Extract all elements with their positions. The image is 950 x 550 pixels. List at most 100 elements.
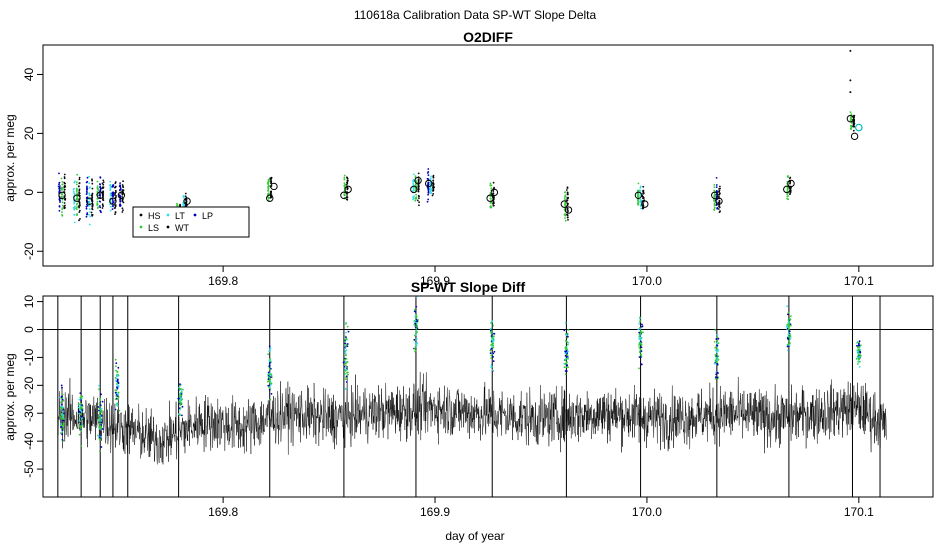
data-point-hs bbox=[718, 191, 720, 193]
calibration-point bbox=[61, 431, 63, 433]
data-point-hs bbox=[91, 178, 93, 181]
calibration-point bbox=[268, 388, 271, 391]
data-point-lt bbox=[110, 205, 112, 208]
data-point-ls bbox=[850, 128, 852, 131]
data-point-lt bbox=[639, 185, 642, 188]
calibration-point bbox=[415, 305, 418, 308]
calibration-point bbox=[563, 329, 566, 332]
data-point-ls bbox=[713, 206, 716, 209]
calibration-point bbox=[115, 403, 118, 405]
calibration-point bbox=[180, 389, 183, 391]
data-point-hs bbox=[90, 200, 93, 202]
data-point-hs bbox=[114, 211, 117, 214]
calibration-point bbox=[567, 329, 570, 331]
calibration-point bbox=[99, 419, 101, 421]
data-point-lp bbox=[427, 193, 429, 196]
data-point-hs bbox=[417, 194, 420, 197]
calibration-point bbox=[565, 345, 568, 348]
data-point-hs bbox=[346, 177, 349, 180]
calibration-point bbox=[787, 349, 789, 352]
calibration-point bbox=[490, 344, 492, 346]
calibration-point bbox=[78, 406, 80, 409]
calibration-point bbox=[268, 386, 271, 388]
data-point-lp bbox=[119, 204, 121, 207]
calibration-point bbox=[641, 323, 643, 326]
data-point-hs bbox=[718, 200, 721, 203]
data-point-lp bbox=[86, 180, 89, 183]
calibration-point bbox=[490, 330, 493, 332]
calibration-point bbox=[115, 380, 117, 382]
data-point-lt bbox=[412, 198, 414, 201]
data-point-ls bbox=[76, 183, 78, 186]
calibration-point bbox=[78, 403, 81, 406]
data-point-ls bbox=[96, 202, 99, 205]
data-point-lp bbox=[112, 205, 114, 208]
calibration-point bbox=[492, 339, 494, 342]
calibration-point bbox=[268, 345, 271, 348]
data-point-hs bbox=[789, 182, 791, 185]
calibration-point bbox=[345, 381, 348, 383]
data-point-hs bbox=[102, 181, 105, 184]
data-point-ls bbox=[490, 198, 492, 200]
data-point-lp bbox=[112, 193, 115, 196]
data-point-lt bbox=[430, 175, 432, 178]
calibration-point bbox=[344, 340, 346, 342]
data-point-lt bbox=[73, 214, 75, 216]
data-point-lp bbox=[426, 186, 429, 189]
calibration-point bbox=[566, 332, 569, 335]
data-point-ls bbox=[76, 188, 78, 191]
data-point-hs bbox=[78, 219, 80, 222]
calibration-point bbox=[115, 383, 118, 386]
calibration-point bbox=[80, 402, 83, 405]
calibration-point bbox=[179, 401, 182, 403]
calibration-point bbox=[716, 334, 719, 336]
data-point-ls bbox=[637, 201, 640, 204]
data-point-lp bbox=[57, 185, 60, 188]
data-point-lp bbox=[716, 207, 719, 209]
calibration-point bbox=[492, 352, 495, 355]
calibration-point bbox=[61, 429, 63, 431]
o2diff-plot-frame bbox=[42, 44, 934, 267]
calibration-point bbox=[489, 328, 492, 330]
data-point-hs bbox=[64, 204, 66, 207]
data-point-hs bbox=[565, 189, 568, 191]
slope-diff-ylabel: approx. per meg bbox=[3, 353, 17, 440]
calibration-point bbox=[564, 322, 567, 324]
calibration-point bbox=[268, 350, 271, 352]
data-point-lp bbox=[427, 190, 430, 193]
calibration-point bbox=[638, 342, 641, 345]
data-point-ls bbox=[61, 208, 64, 211]
data-point-lp bbox=[112, 199, 114, 202]
calibration-point bbox=[80, 396, 82, 399]
data-point-hs bbox=[122, 201, 125, 204]
calibration-point bbox=[269, 360, 272, 363]
data-point-ls bbox=[637, 192, 639, 195]
data-point-ls bbox=[415, 196, 418, 199]
calibration-point bbox=[716, 363, 719, 366]
data-point-lt bbox=[88, 202, 90, 205]
mean-circle bbox=[183, 197, 191, 205]
calibration-point bbox=[490, 347, 493, 350]
calibration-point bbox=[856, 344, 858, 347]
calibration-point bbox=[97, 406, 100, 408]
calibration-point bbox=[856, 349, 858, 352]
calibration-point bbox=[493, 332, 496, 335]
data-point-hs bbox=[63, 177, 66, 180]
calibration-point bbox=[98, 384, 100, 387]
calibration-point bbox=[100, 409, 103, 412]
calibration-point bbox=[858, 360, 861, 363]
data-point-hs bbox=[78, 205, 80, 208]
mean-circle bbox=[783, 185, 791, 194]
data-point-hs bbox=[115, 191, 117, 193]
calibration-point bbox=[181, 414, 183, 417]
y-tick-label: 40 bbox=[22, 67, 36, 81]
data-point-hs bbox=[491, 193, 494, 195]
data-point-ls bbox=[786, 190, 789, 193]
legend-box bbox=[132, 206, 250, 238]
calibration-point bbox=[270, 383, 272, 386]
calibration-point bbox=[177, 413, 180, 416]
calibration-point bbox=[413, 338, 416, 341]
data-point-hs bbox=[432, 179, 435, 182]
data-point-lp bbox=[427, 178, 430, 181]
data-point-lp bbox=[119, 184, 121, 187]
